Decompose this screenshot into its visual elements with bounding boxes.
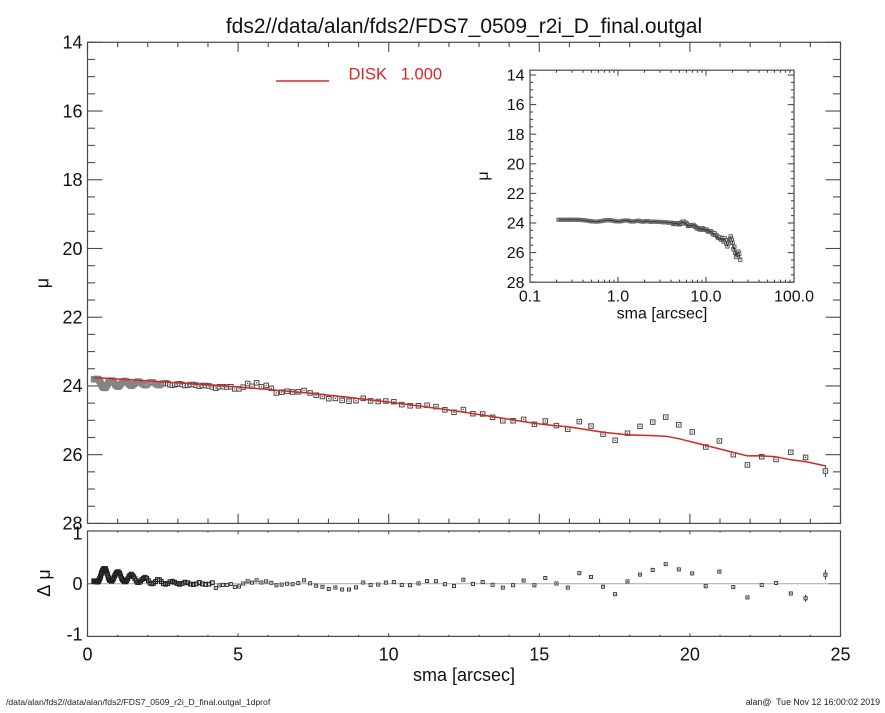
svg-text:14: 14 — [507, 68, 525, 85]
svg-text:28: 28 — [507, 275, 525, 292]
svg-text:Δ μ: Δ μ — [34, 569, 54, 596]
svg-text:DISK 1.000: DISK 1.000 — [349, 66, 443, 84]
svg-text:/data/alan/fds2//data/alan/fds: /data/alan/fds2//data/alan/fds2/FDS7_050… — [6, 697, 271, 707]
svg-text:μ: μ — [33, 278, 53, 288]
svg-text:fds2//data/alan/fds2/FDS7_0509: fds2//data/alan/fds2/FDS7_0509_r2i_D_fin… — [226, 15, 702, 38]
svg-text:0: 0 — [72, 574, 82, 594]
svg-text:100.0: 100.0 — [774, 289, 814, 306]
svg-text:1: 1 — [72, 524, 82, 544]
svg-text:20: 20 — [680, 645, 700, 665]
svg-text:16: 16 — [62, 101, 82, 121]
svg-text:1.0: 1.0 — [607, 289, 629, 306]
svg-text:alan@ Tue Nov 12 16:00:02 201: alan@ Tue Nov 12 16:00:02 2019 — [746, 697, 880, 707]
svg-text:26: 26 — [62, 445, 82, 465]
svg-text:10.0: 10.0 — [690, 289, 721, 306]
svg-text:28: 28 — [62, 514, 82, 534]
svg-text:18: 18 — [507, 127, 525, 144]
svg-text:sma [arcsec]: sma [arcsec] — [413, 665, 515, 685]
svg-text:14: 14 — [62, 33, 82, 53]
svg-text:24: 24 — [507, 216, 525, 233]
svg-text:25: 25 — [830, 645, 850, 665]
svg-text:μ: μ — [475, 171, 492, 180]
svg-text:18: 18 — [62, 170, 82, 190]
svg-text:10: 10 — [379, 645, 399, 665]
svg-text:20: 20 — [62, 239, 82, 259]
svg-text:22: 22 — [507, 186, 525, 203]
svg-text:20: 20 — [507, 156, 525, 173]
svg-text:24: 24 — [62, 376, 82, 396]
svg-text:5: 5 — [233, 645, 243, 665]
svg-text:-1: -1 — [66, 624, 82, 644]
svg-text:0.1: 0.1 — [519, 289, 541, 306]
svg-text:26: 26 — [507, 245, 525, 262]
svg-text:16: 16 — [507, 97, 525, 114]
svg-text:15: 15 — [529, 645, 549, 665]
svg-text:sma [arcsec]: sma [arcsec] — [617, 306, 708, 323]
svg-text:22: 22 — [62, 308, 82, 328]
svg-text:0: 0 — [82, 645, 92, 665]
